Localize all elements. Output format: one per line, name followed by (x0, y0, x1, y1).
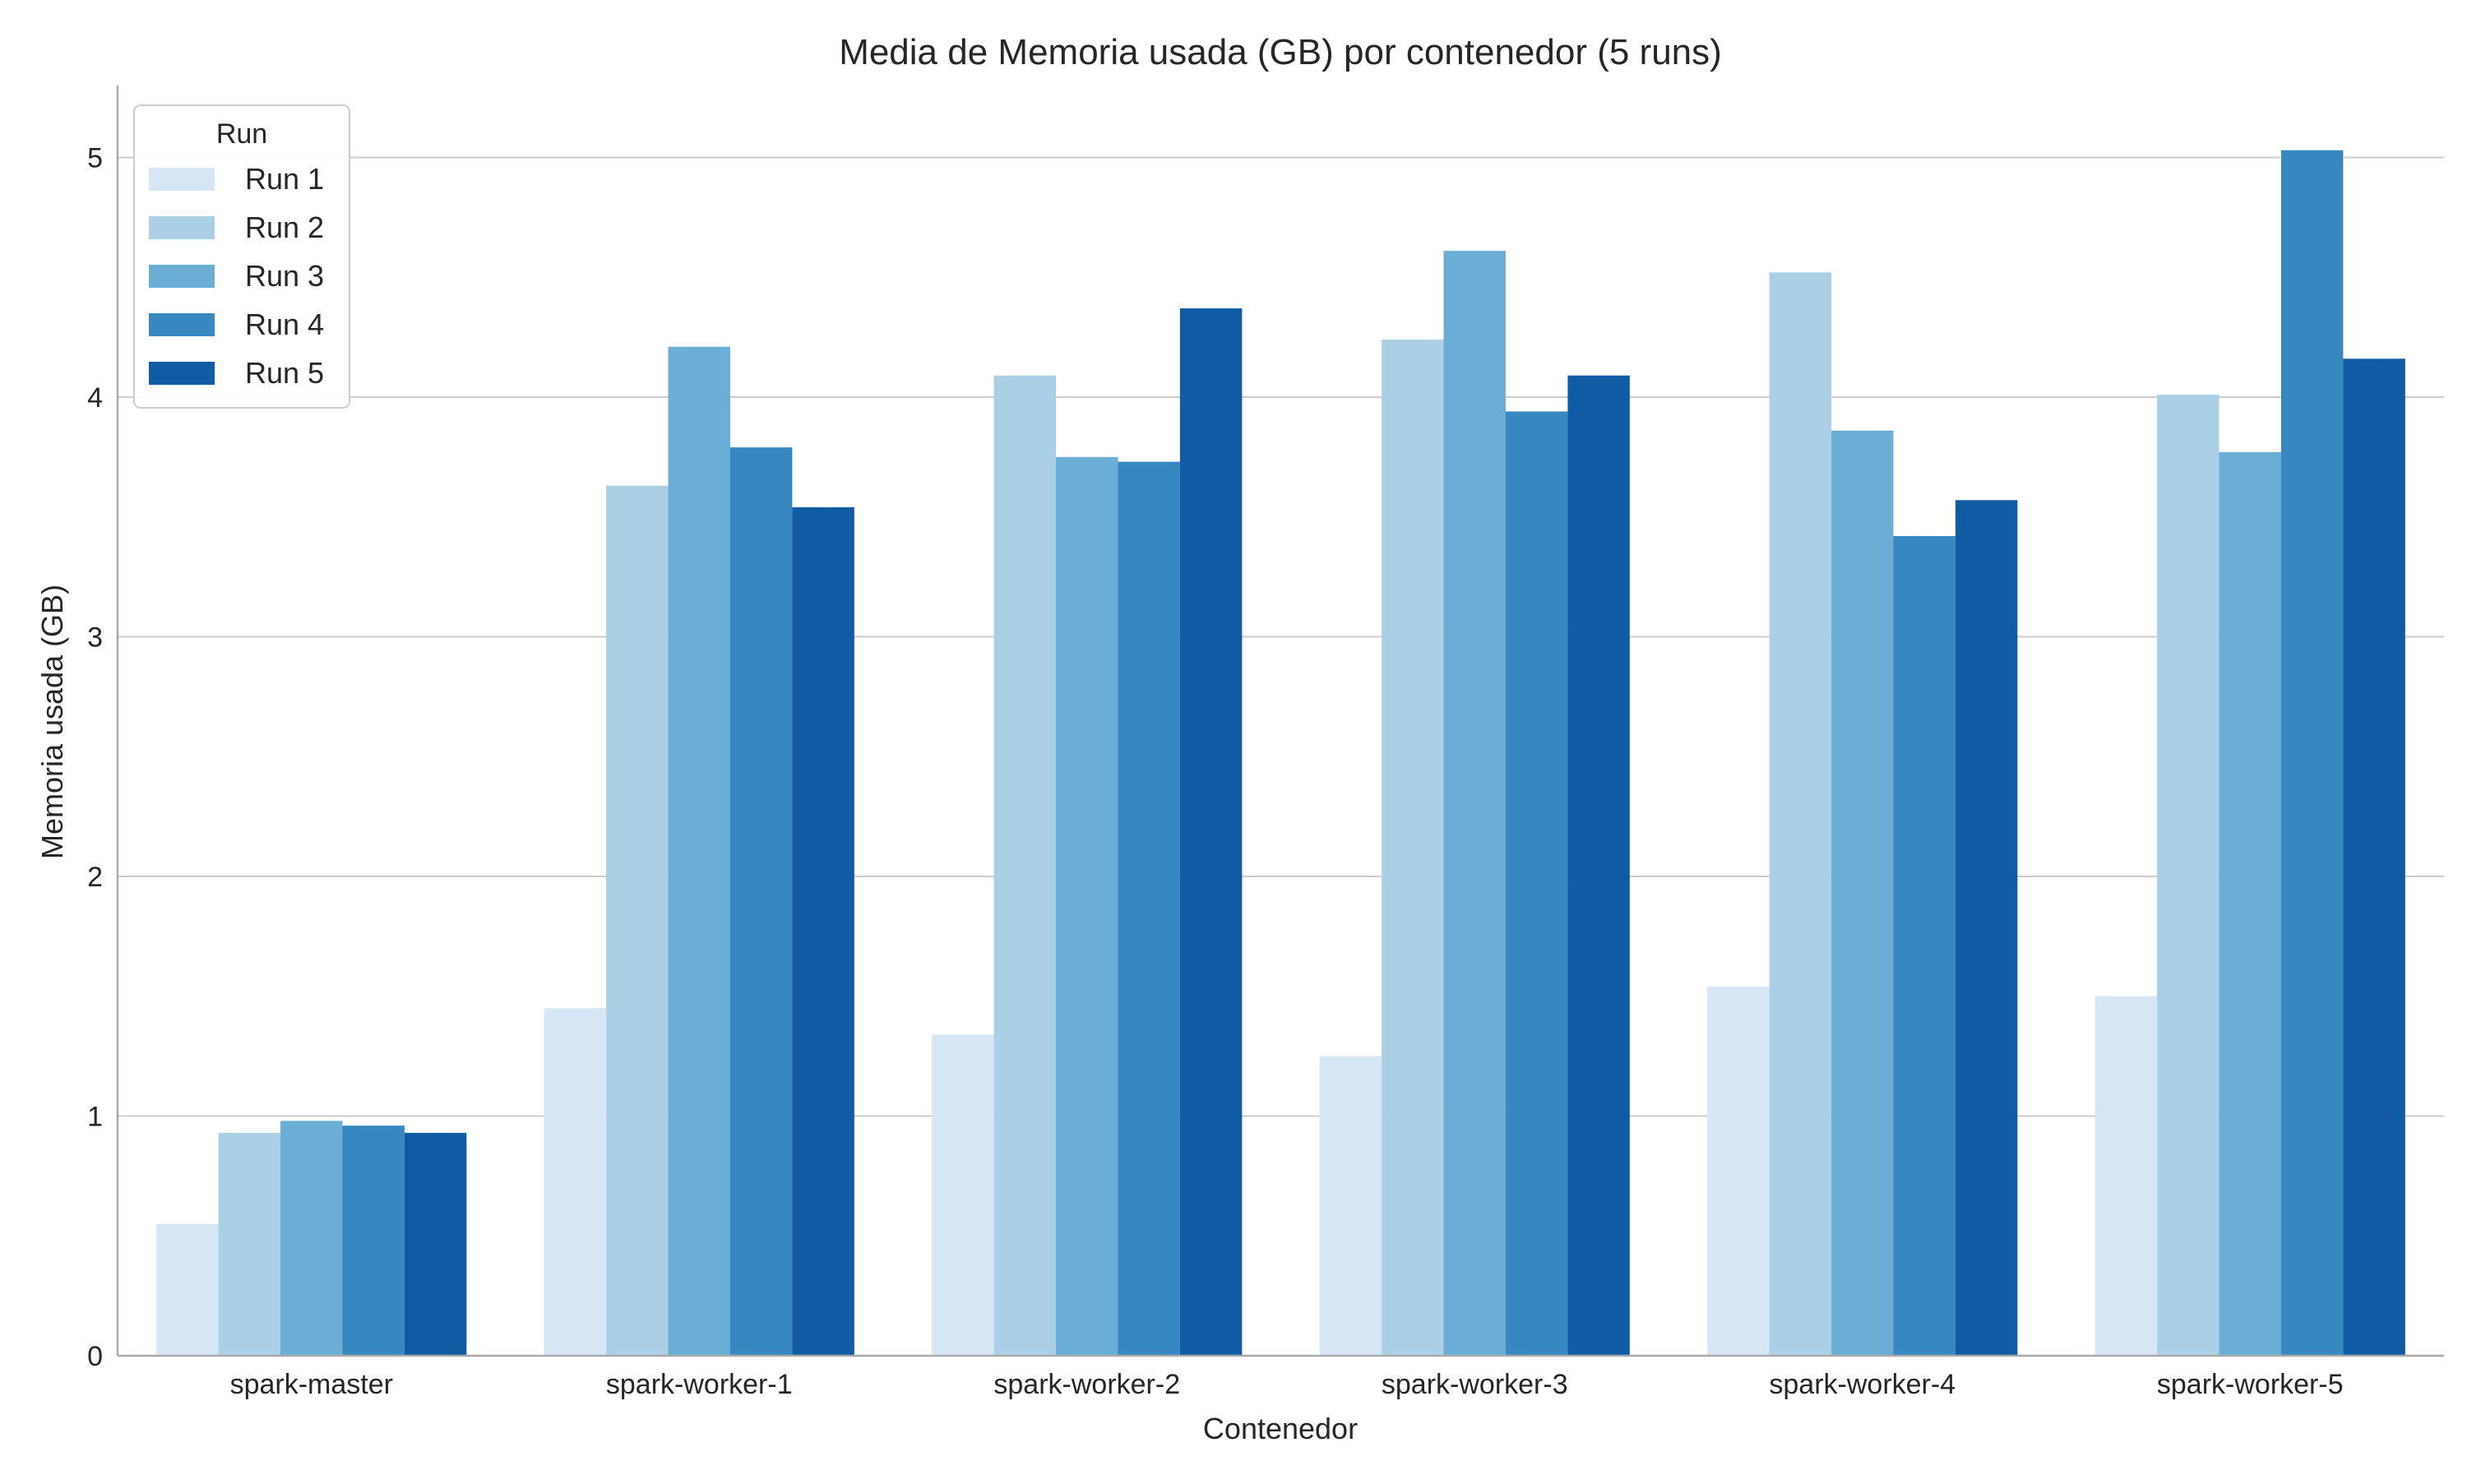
bar (1443, 251, 1506, 1357)
bar (1831, 430, 1894, 1356)
bar (156, 1223, 219, 1356)
chart-title: Media de Memoria usada (GB) por contened… (839, 32, 1722, 72)
bar (668, 346, 730, 1357)
bar (2280, 150, 2344, 1357)
bar (606, 485, 669, 1356)
legend-swatch (149, 265, 215, 288)
y-tick-label: 3 (87, 622, 103, 653)
legend-swatch (149, 216, 215, 239)
bar (280, 1121, 343, 1356)
grid-lines (118, 156, 2444, 1117)
bar (404, 1132, 467, 1356)
x-tick-label: spark-master (230, 1369, 393, 1400)
legend-item-label: Run 4 (245, 307, 324, 341)
bar (2343, 358, 2405, 1356)
y-tick-label: 0 (87, 1341, 103, 1372)
legend-item-label: Run 1 (245, 162, 324, 196)
bar (342, 1126, 405, 1356)
y-tick-label: 2 (87, 862, 103, 893)
y-axis-label: Memoria usada (GB) (35, 585, 69, 859)
legend-swatch (149, 168, 215, 191)
bar (1707, 987, 1770, 1356)
bar (1056, 456, 1118, 1356)
x-tick-label: spark-worker-1 (606, 1369, 793, 1400)
bar (1567, 375, 1630, 1356)
bars (156, 150, 2405, 1357)
x-tick-label: spark-worker-5 (2157, 1369, 2344, 1400)
bar (1319, 1056, 1382, 1356)
legend: Run Run 1 Run 2 Run 3 Run 4 Run 5 (133, 104, 350, 409)
y-tick-label: 4 (87, 382, 103, 414)
legend-swatch (149, 313, 215, 336)
bar (1118, 461, 1180, 1356)
legend-item-label: Run 3 (245, 259, 324, 293)
bar (2094, 996, 2158, 1356)
legend-item-label: Run 5 (245, 356, 324, 390)
bar (1382, 340, 1444, 1356)
x-tick-label: spark-worker-2 (993, 1369, 1180, 1400)
bar (2157, 395, 2219, 1357)
x-tick-label: spark-worker-4 (1769, 1369, 1956, 1400)
bar (729, 447, 793, 1357)
y-tick-label: 1 (87, 1101, 103, 1132)
bar (1769, 272, 1832, 1357)
bar (1179, 308, 1243, 1356)
bar (993, 375, 1057, 1356)
legend-swatch (149, 362, 215, 385)
legend-item-label: Run 2 (245, 210, 324, 244)
bar (792, 507, 854, 1356)
axes: 0 1 2 3 4 5 spark-master spark-worker-1 spark-wo… (87, 86, 2444, 1400)
x-axis-label: Contenedor (1203, 1412, 1358, 1445)
bar (218, 1132, 281, 1356)
bar (1505, 411, 1568, 1356)
bar (544, 1008, 607, 1356)
bar (2219, 452, 2281, 1356)
y-tick-label: 5 (87, 142, 103, 173)
bar (1955, 500, 2018, 1357)
bar (932, 1034, 994, 1356)
x-tick-label: spark-worker-3 (1382, 1369, 1568, 1400)
legend-title: Run (216, 118, 267, 150)
bar (1893, 536, 1956, 1356)
